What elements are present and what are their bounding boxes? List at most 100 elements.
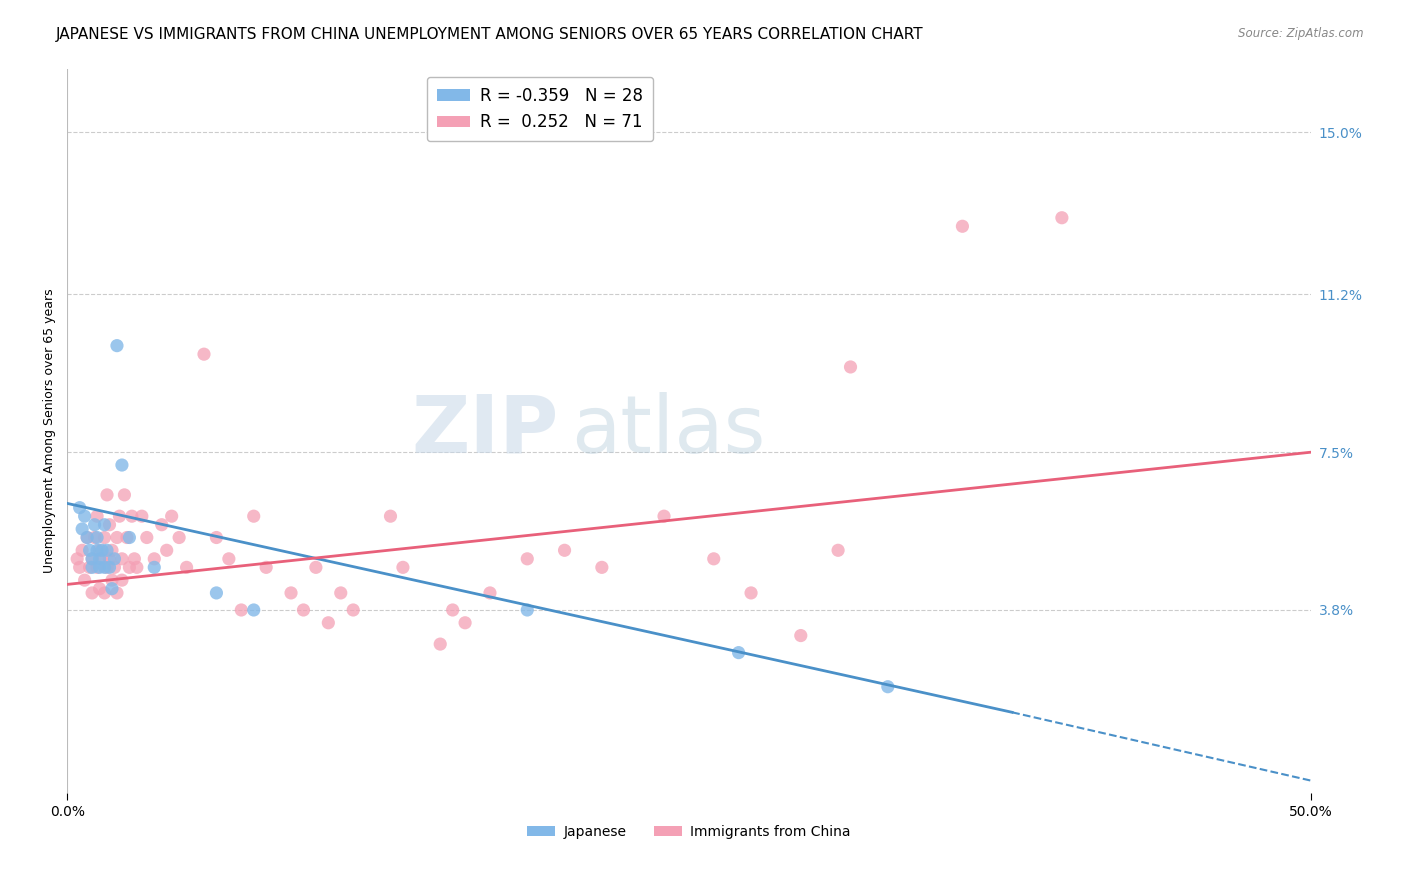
Point [318, 615, 340, 630]
Point [121, 509, 143, 524]
Point [89, 560, 111, 574]
Point [86, 543, 108, 558]
Point [703, 551, 725, 566]
Point [193, 347, 215, 361]
Point [205, 531, 228, 545]
Point [392, 560, 415, 574]
Point [70, 543, 93, 558]
Point [429, 637, 451, 651]
Point [89, 551, 111, 566]
Point [111, 458, 134, 472]
Point [83, 517, 105, 532]
Point [143, 560, 166, 574]
Point [101, 573, 124, 587]
Point [254, 560, 277, 574]
Point [727, 646, 749, 660]
Point [82, 586, 104, 600]
Point [125, 560, 148, 574]
Point [82, 560, 104, 574]
Point [86, 560, 108, 574]
Point [89, 582, 111, 596]
Point [167, 531, 190, 545]
Point [98, 517, 121, 532]
Point [111, 551, 134, 566]
Text: atlas: atlas [571, 392, 765, 470]
Point [118, 531, 141, 545]
Point [441, 603, 464, 617]
Point [380, 509, 402, 524]
Point [82, 551, 104, 566]
Point [952, 219, 974, 234]
Point [156, 543, 179, 558]
Point [231, 603, 253, 617]
Point [101, 582, 124, 596]
Point [176, 560, 198, 574]
Point [101, 543, 124, 558]
Point [516, 551, 538, 566]
Point [205, 586, 228, 600]
Point [89, 543, 111, 558]
Point [96, 488, 118, 502]
Point [112, 488, 135, 502]
Point [93, 560, 115, 574]
Point [105, 586, 128, 600]
Point [1050, 211, 1073, 225]
Point [98, 560, 121, 574]
Y-axis label: Unemployment Among Seniors over 65 years: Unemployment Among Seniors over 65 years [44, 289, 56, 574]
Point [73, 509, 96, 524]
Point [105, 531, 128, 545]
Point [82, 551, 104, 566]
Point [242, 509, 264, 524]
Point [454, 615, 477, 630]
Point [108, 509, 131, 524]
Point [135, 531, 157, 545]
Point [83, 531, 105, 545]
Point [160, 509, 183, 524]
Text: JAPANESE VS IMMIGRANTS FROM CHINA UNEMPLOYMENT AMONG SENIORS OVER 65 YEARS CORRE: JAPANESE VS IMMIGRANTS FROM CHINA UNEMPL… [56, 27, 924, 42]
Point [329, 586, 352, 600]
Point [111, 573, 134, 587]
Point [86, 509, 108, 524]
Point [839, 359, 862, 374]
Point [115, 531, 138, 545]
Point [105, 338, 128, 352]
Point [554, 543, 576, 558]
Point [118, 560, 141, 574]
Point [91, 543, 114, 558]
Point [103, 560, 125, 574]
Point [93, 586, 115, 600]
Point [131, 509, 153, 524]
Point [96, 543, 118, 558]
Point [143, 551, 166, 566]
Point [218, 551, 240, 566]
Point [103, 551, 125, 566]
Point [242, 603, 264, 617]
Point [91, 551, 114, 566]
Text: Source: ZipAtlas.com: Source: ZipAtlas.com [1239, 27, 1364, 40]
Legend: Japanese, Immigrants from China: Japanese, Immigrants from China [522, 819, 856, 845]
Point [827, 543, 849, 558]
Point [292, 603, 315, 617]
Point [652, 509, 675, 524]
Point [93, 517, 115, 532]
Point [69, 500, 91, 515]
Text: ZIP: ZIP [411, 392, 558, 470]
Point [342, 603, 364, 617]
Point [280, 586, 302, 600]
Point [516, 603, 538, 617]
Point [86, 531, 108, 545]
Point [76, 531, 98, 545]
Point [66, 551, 89, 566]
Point [79, 543, 101, 558]
Point [305, 560, 328, 574]
Point [76, 531, 98, 545]
Point [124, 551, 146, 566]
Point [150, 517, 173, 532]
Point [70, 522, 93, 536]
Point [591, 560, 613, 574]
Point [69, 560, 91, 574]
Point [96, 560, 118, 574]
Point [79, 560, 101, 574]
Point [73, 573, 96, 587]
Point [98, 551, 121, 566]
